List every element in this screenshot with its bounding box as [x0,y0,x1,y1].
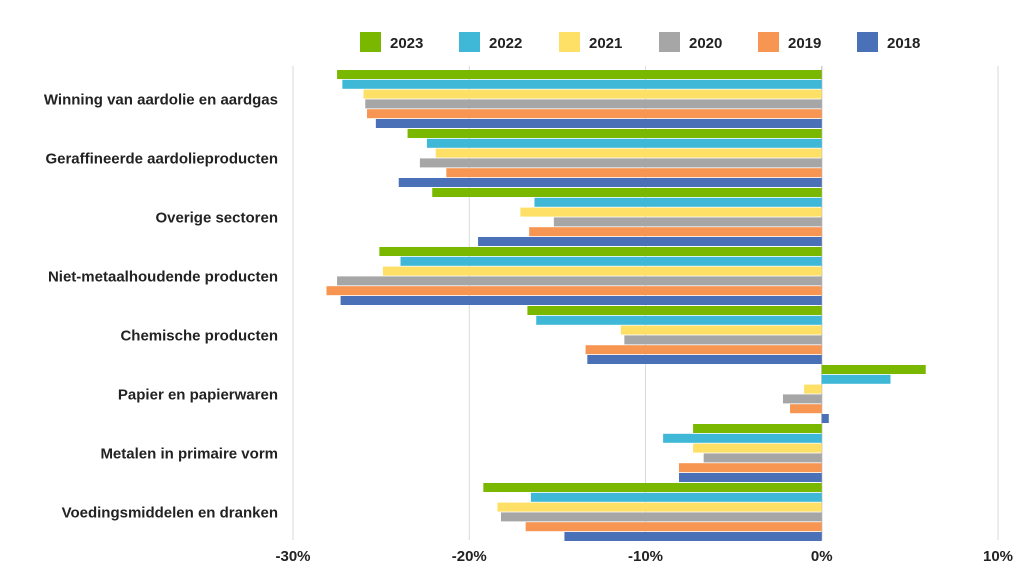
category-label: Chemische producten [120,327,278,344]
bar-2019 [529,227,822,237]
legend-label: 2021 [589,35,622,52]
bar-2018 [340,296,822,305]
category-label: Papier en papierwaren [118,386,278,403]
bar-2018 [821,414,829,423]
legend-item: 2018 [857,32,920,52]
bar-2018 [398,178,822,187]
legend-item: 2020 [659,32,722,52]
bar-2022 [530,492,822,502]
category-label: Overige sectoren [155,209,278,226]
bar-2020 [553,217,822,227]
bar-2022 [536,315,822,325]
bar-2023 [432,188,822,197]
bar-2018 [478,237,822,246]
bar-2018 [564,532,822,541]
bars [326,70,926,541]
bar-2022 [534,197,822,207]
bar-2022 [400,256,822,266]
x-tick-labels: -30% -20% -10% 0% 10% [275,548,1013,565]
legend-label: 2018 [887,35,920,52]
bar-2023 [337,70,822,79]
category-label: Metalen in primaire vorm [100,445,278,462]
category-labels: Winning van aardolie en aardgas Geraffine… [44,91,278,521]
bar-2021 [804,384,822,394]
bar-2018 [678,473,822,482]
category-label: Geraffineerde aardolieproducten [45,150,278,167]
bar-2023 [483,483,822,492]
bar-2021 [382,266,822,276]
legend-label: 2023 [390,35,423,52]
category-label: Niet-metaalhoudende producten [48,268,278,285]
bar-2023 [527,306,822,315]
x-tick-label: -20% [452,548,487,565]
bar-2018 [587,355,822,364]
x-tick-label: 0% [811,548,833,565]
bar-2021 [620,325,822,335]
legend-swatch [459,32,480,52]
bar-2018 [375,119,822,128]
bar-2020 [500,512,822,522]
legend-item: 2019 [758,32,821,52]
bar-2020 [624,335,822,345]
x-tick-label: -30% [275,548,310,565]
bar-2022 [821,374,891,384]
bar-2020 [337,276,822,286]
x-tick-label: 10% [983,548,1013,565]
bar-2020 [782,394,822,404]
legend-item: 2021 [559,32,622,52]
legend: 2023 2022 2021 2020 2019 2018 [360,32,920,52]
bar-2019 [367,109,822,119]
category-label: Winning van aardolie en aardgas [44,91,278,108]
bar-2020 [703,453,822,463]
bar-2019 [446,168,822,178]
legend-swatch [659,32,680,52]
bar-2023 [693,424,822,433]
legend-swatch [559,32,580,52]
bar-2021 [520,207,822,217]
x-tick-label: -10% [628,548,663,565]
legend-swatch [758,32,779,52]
legend-label: 2022 [489,35,522,52]
bar-2021 [497,502,822,512]
bar-2023 [407,129,822,138]
legend-label: 2019 [788,35,821,52]
legend-item: 2022 [459,32,522,52]
legend-item: 2023 [360,32,423,52]
bar-2021 [435,148,822,158]
bar-2019 [525,522,822,532]
bar-2022 [426,138,822,148]
bar-2023 [379,247,822,256]
category-label: Voedingsmiddelen en dranken [62,504,278,521]
bar-2021 [363,89,822,99]
bar-2022 [663,433,822,443]
bar-2020 [365,99,822,109]
bar-2023 [821,365,926,374]
legend-swatch [360,32,381,52]
bar-2019 [678,463,822,473]
legend-label: 2020 [689,35,722,52]
bar-2019 [790,404,822,414]
bar-2022 [342,79,822,89]
legend-swatch [857,32,878,52]
bar-2019 [326,286,822,296]
bar-2019 [585,345,822,355]
bar-2020 [419,158,822,168]
bar-2021 [693,443,822,453]
